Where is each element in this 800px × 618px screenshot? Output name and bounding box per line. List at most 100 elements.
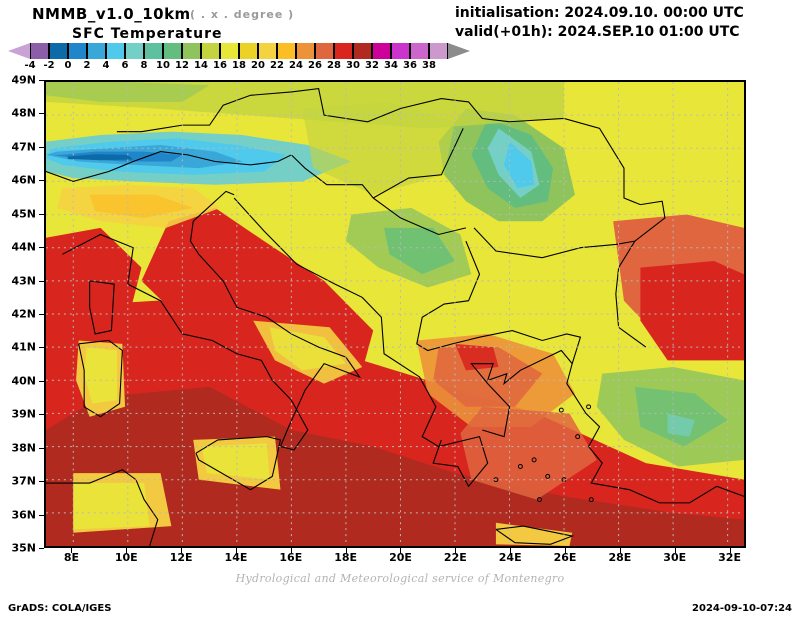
latitude-tick-mark bbox=[39, 514, 44, 516]
latitude-tick-label: 38N bbox=[11, 441, 36, 455]
latitude-tick-mark bbox=[39, 481, 44, 483]
latitude-tick-label: 45N bbox=[11, 207, 36, 221]
latitude-tick-mark bbox=[39, 380, 44, 382]
colorbar-tick: 2 bbox=[83, 60, 91, 71]
longitude-tick-label: 14E bbox=[224, 551, 248, 564]
colorbar-tick: 20 bbox=[251, 60, 265, 71]
latitude-tick-label: 39N bbox=[11, 407, 36, 421]
colorbar-swatch bbox=[315, 43, 334, 59]
longitude-tick-label: 22E bbox=[443, 551, 467, 564]
latitude-tick-mark bbox=[39, 447, 44, 449]
colorbar-swatch bbox=[296, 43, 315, 59]
model-units-note: ( . x . degree ) bbox=[190, 8, 295, 21]
colorbar-swatch bbox=[87, 43, 106, 59]
longitude-tick-label: 24E bbox=[498, 551, 522, 564]
colorbar-swatch bbox=[391, 43, 410, 59]
latitude-tick-label: 37N bbox=[11, 474, 36, 488]
colorbar-tick: 16 bbox=[213, 60, 227, 71]
longitude-tick-label: 18E bbox=[334, 551, 358, 564]
colorbar-tick: 14 bbox=[194, 60, 208, 71]
longitude-tick-label: 10E bbox=[114, 551, 138, 564]
colorbar-swatch bbox=[201, 43, 220, 59]
longitude-tick-label: 28E bbox=[608, 551, 632, 564]
latitude-tick-label: 41N bbox=[11, 340, 36, 354]
colorbar-swatch bbox=[277, 43, 296, 59]
colorbar-tick: 30 bbox=[346, 60, 360, 71]
map-plot-area[interactable] bbox=[44, 80, 746, 548]
colorbar-tick: 12 bbox=[175, 60, 189, 71]
longitude-tick-label: 32E bbox=[718, 551, 741, 564]
colorbar-tick: 18 bbox=[232, 60, 246, 71]
colorbar-swatch bbox=[429, 43, 448, 59]
colorbar-swatch bbox=[30, 43, 49, 59]
colorbar-swatch bbox=[372, 43, 391, 59]
longitude-tick-mark bbox=[565, 548, 567, 553]
colorbar-tick: 36 bbox=[403, 60, 417, 71]
longitude-tick-mark bbox=[235, 548, 237, 553]
colorbar-tick: 6 bbox=[121, 60, 129, 71]
latitude-tick-mark bbox=[39, 347, 44, 349]
colorbar-tick: 22 bbox=[270, 60, 284, 71]
latitude-tick-label: 40N bbox=[11, 374, 36, 388]
latitude-tick-mark bbox=[39, 314, 44, 315]
colorbar-swatch bbox=[334, 43, 353, 59]
colorbar-tick: -4 bbox=[24, 60, 36, 71]
colorbar-swatches bbox=[30, 43, 448, 59]
latitude-tick-label: 49N bbox=[11, 73, 36, 87]
longitude-tick-mark bbox=[181, 548, 183, 553]
colorbar-swatch bbox=[49, 43, 68, 59]
colorbar-tick: 34 bbox=[384, 60, 398, 71]
latitude-tick-label: 35N bbox=[11, 541, 36, 555]
latitude-tick-label: 44N bbox=[11, 240, 36, 254]
longitude-tick-label: 8E bbox=[63, 551, 80, 564]
longitude-tick-label: 12E bbox=[169, 551, 193, 564]
latitude-tick-label: 43N bbox=[11, 274, 36, 288]
latitude-tick-label: 36N bbox=[11, 508, 36, 522]
colorbar-swatch bbox=[182, 43, 201, 59]
colorbar-tick: 28 bbox=[327, 60, 341, 71]
latitude-tick-label: 42N bbox=[11, 307, 36, 321]
longitude-tick-label: 20E bbox=[389, 551, 412, 564]
colorbar-tick: 10 bbox=[156, 60, 170, 71]
colorbar-tick: 8 bbox=[140, 60, 148, 71]
colorbar-over-arrow-icon bbox=[448, 43, 470, 59]
grads-attribution: GrADS: COLA/IGES bbox=[8, 603, 112, 614]
longitude-tick-mark bbox=[729, 548, 731, 553]
agency-credit: Hydrological and Meteorological service … bbox=[235, 572, 565, 585]
colorbar-swatch bbox=[144, 43, 163, 59]
colorbar-swatch bbox=[163, 43, 182, 59]
longitude-tick-mark bbox=[400, 548, 402, 553]
longitude-tick-label: 30E bbox=[663, 551, 687, 564]
colorbar-tick: 24 bbox=[289, 60, 303, 71]
colorbar-swatch bbox=[258, 43, 277, 59]
colorbar-swatch bbox=[410, 43, 429, 59]
initialisation-time: initialisation: 2024.09.10. 00:00 UTC bbox=[455, 5, 744, 21]
colorbar-swatch bbox=[239, 43, 258, 59]
longitude-tick-mark bbox=[619, 548, 621, 553]
latitude-tick-label: 46N bbox=[11, 173, 36, 187]
latitude-tick-mark bbox=[39, 180, 44, 182]
longitude-tick-mark bbox=[455, 548, 457, 553]
model-title: NMMB_v1.0_10km bbox=[32, 5, 191, 23]
colorbar-under-arrow-icon bbox=[8, 43, 30, 59]
colorbar-swatch bbox=[106, 43, 125, 59]
colorbar-swatch bbox=[68, 43, 87, 59]
latitude-tick-mark bbox=[39, 146, 44, 148]
colorbar-swatch bbox=[353, 43, 372, 59]
latitude-tick-mark bbox=[39, 280, 44, 282]
generated-timestamp: 2024-09-10-07:24 bbox=[692, 603, 792, 614]
latitude-tick-mark bbox=[39, 213, 44, 215]
latitude-tick-label: 48N bbox=[11, 106, 36, 120]
longitude-tick-label: 16E bbox=[279, 551, 303, 564]
longitude-tick-label: 26E bbox=[553, 551, 577, 564]
longitude-tick-mark bbox=[345, 548, 347, 553]
longitude-tick-mark bbox=[126, 548, 128, 553]
longitude-tick-mark bbox=[510, 548, 512, 553]
colorbar-tick: 0 bbox=[64, 60, 72, 71]
longitude-tick-mark bbox=[290, 548, 292, 553]
colorbar-tick: 4 bbox=[102, 60, 110, 71]
colorbar-swatch bbox=[125, 43, 144, 59]
field-title: SFC Temperature bbox=[72, 26, 223, 42]
colorbar-tick: 32 bbox=[365, 60, 379, 71]
latitude-tick-mark bbox=[39, 113, 44, 115]
